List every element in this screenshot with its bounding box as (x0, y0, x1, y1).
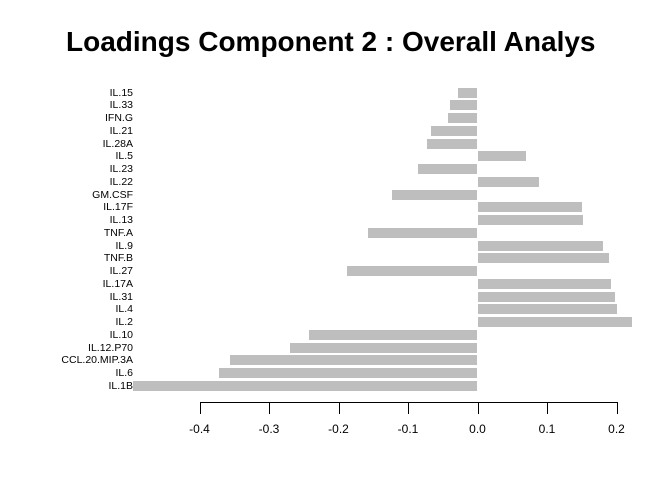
x-axis-tick (616, 402, 618, 414)
bar (427, 138, 478, 149)
x-axis-tick-label: -0.3 (258, 422, 280, 436)
x-axis-tick (477, 402, 479, 414)
y-axis-label: IL.6 (115, 366, 133, 379)
y-axis-label: IL.23 (109, 163, 133, 176)
x-axis-tick-label: 0.0 (469, 422, 486, 436)
bar (289, 342, 478, 353)
y-axis-label: IL.4 (115, 303, 133, 316)
bar (448, 113, 478, 124)
chart-title: Loadings Component 2 : Overall Analys (66, 26, 596, 57)
bar (392, 189, 478, 200)
bar (477, 291, 616, 302)
bar (367, 227, 478, 238)
x-axis-tick (547, 402, 548, 414)
y-axis-label: CCL.20.MIP.3A (61, 354, 133, 367)
bar (477, 151, 527, 162)
x-axis-tick (338, 402, 340, 414)
bar (230, 355, 478, 366)
bar (477, 304, 618, 315)
bar (418, 164, 478, 175)
bar (449, 100, 478, 111)
bar (430, 125, 478, 136)
y-axis-label: IL.28A (102, 137, 133, 150)
bar (477, 317, 633, 328)
y-axis-label: TNF.A (103, 226, 133, 239)
bar (346, 266, 478, 277)
bar (477, 278, 611, 289)
y-axis-label: IL.27 (109, 265, 133, 278)
y-axis-label: IL.2 (115, 316, 133, 329)
y-axis-label: IL.15 (109, 86, 133, 99)
bar (477, 176, 539, 187)
y-axis-label: IFN.G (105, 112, 133, 125)
x-axis-tick-label: -0.1 (397, 422, 419, 436)
bar (477, 202, 582, 213)
x-axis-tick-label: 0.2 (608, 422, 625, 436)
y-axis-label: IL.22 (109, 175, 133, 188)
bar (477, 253, 609, 264)
x-axis-tick (199, 402, 201, 414)
y-axis-label: GM.CSF (92, 188, 133, 201)
bar (477, 240, 603, 251)
y-axis-label: TNF.B (103, 252, 133, 265)
bar (477, 215, 584, 226)
x-axis-tick-label: 0.1 (538, 422, 556, 436)
y-axis-label: IL.33 (109, 99, 133, 112)
x-axis-tick-label: -0.2 (328, 422, 349, 436)
y-axis-label: IL.17F (103, 201, 133, 214)
y-axis-label: IL.21 (109, 124, 133, 137)
y-axis-label: IL.31 (109, 290, 133, 303)
bar (133, 380, 478, 391)
y-axis-label: IL.12.P70 (88, 341, 133, 354)
bar (309, 329, 478, 340)
y-axis-label: IL.1B (108, 379, 133, 392)
y-axis-label: IL.17A (102, 277, 133, 290)
bar (218, 367, 478, 378)
bar (458, 87, 478, 98)
y-axis-label: IL.5 (115, 150, 133, 163)
x-axis-tick (269, 402, 270, 414)
y-axis-label: IL.10 (109, 328, 133, 341)
x-axis-tick-label: -0.4 (189, 422, 210, 436)
x-axis-tick (408, 402, 409, 414)
y-axis-label: IL.9 (115, 239, 133, 252)
y-axis-label: IL.13 (109, 214, 133, 227)
